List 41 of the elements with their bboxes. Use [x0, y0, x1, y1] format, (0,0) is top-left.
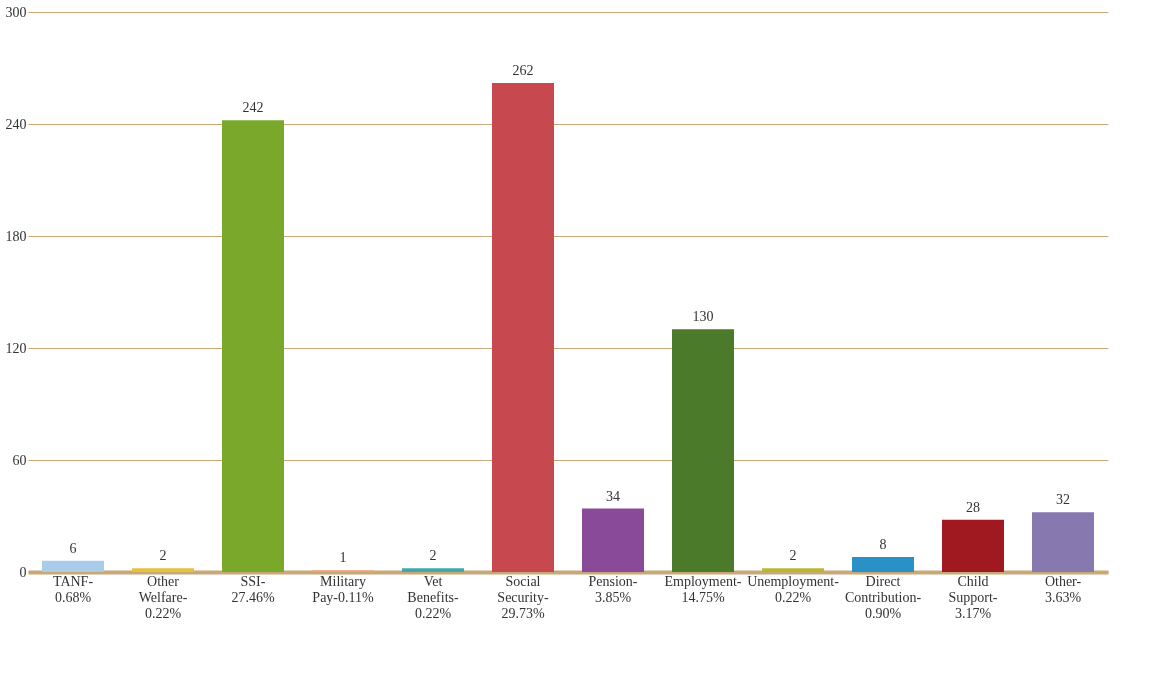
x-tick-label: Vet Benefits-0.22% [407, 573, 459, 621]
data-label: 2 [429, 548, 437, 564]
data-label: 8 [879, 537, 887, 553]
x-tick-label: Employment-14.75% [664, 573, 742, 605]
data-label: 6 [69, 540, 77, 556]
y-tick-label: 60 [12, 452, 27, 468]
data-label: 1 [339, 550, 347, 566]
data-label: 2 [159, 548, 167, 564]
data-label: 242 [242, 100, 264, 116]
x-tick-label: Unemployment-0.22% [747, 573, 840, 605]
x-tick-label: SSI-27.46% [231, 573, 275, 605]
bar [672, 329, 734, 572]
data-label: 34 [606, 488, 620, 504]
bar [852, 557, 914, 572]
y-tick-label: 240 [5, 116, 27, 132]
x-tick-label: TANF-0.68% [52, 573, 94, 605]
x-tick-label: Other-3.63% [1044, 573, 1082, 605]
y-tick-label: 300 [5, 4, 27, 20]
bar [402, 568, 464, 572]
bar [942, 519, 1004, 572]
data-label: 130 [692, 309, 714, 325]
x-tick-label: Child Support-3.17% [948, 573, 998, 621]
x-tick-label: Military Pay-0.11% [312, 573, 374, 605]
data-label: 2 [789, 548, 797, 564]
bar [492, 82, 554, 572]
data-label: 32 [1056, 492, 1070, 508]
data-label: 262 [512, 62, 534, 78]
x-tick-label: Social Security-29.73% [497, 573, 549, 621]
bar [42, 560, 104, 572]
y-tick-label: 180 [5, 228, 27, 244]
bar [222, 120, 284, 572]
bar [762, 568, 824, 572]
x-tick-label: Pension-3.85% [588, 573, 638, 605]
x-tick-label: Other Welfare-0.22% [138, 573, 188, 621]
y-tick-label: 120 [5, 340, 27, 356]
bar [1032, 512, 1094, 572]
bar [132, 568, 194, 572]
bar [582, 508, 644, 572]
x-tick-label: Direct Contribution-0.90% [844, 573, 922, 621]
y-tick-label: 0 [19, 564, 27, 580]
data-label: 28 [966, 499, 980, 515]
